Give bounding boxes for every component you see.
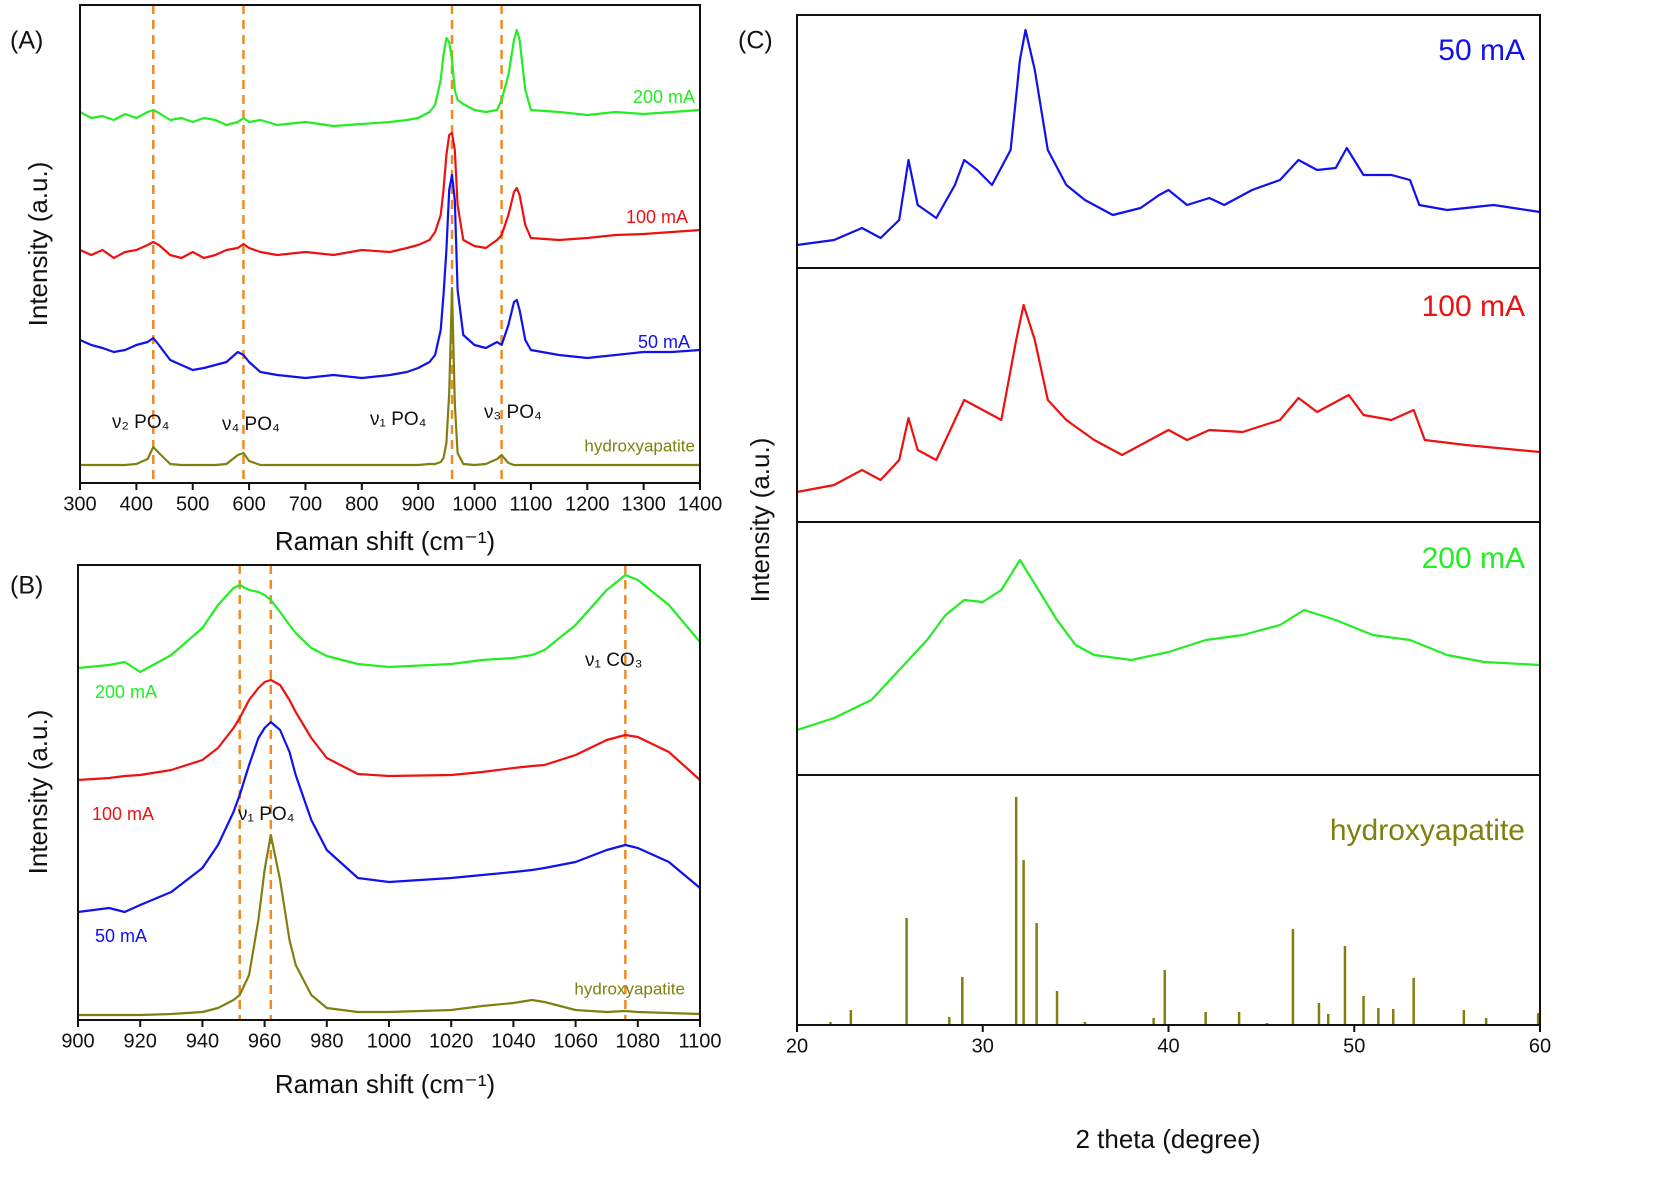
x-tick-label: 900 bbox=[61, 1030, 94, 1052]
series-label: 100 mA bbox=[1422, 290, 1525, 323]
spectrum bbox=[79, 28, 701, 128]
x-axis-label: Raman shift (cm⁻¹) bbox=[275, 1069, 495, 1099]
plot-frame bbox=[796, 14, 1541, 1026]
series-label: hydroxyapatite bbox=[584, 436, 695, 455]
panel-label: (C) bbox=[738, 27, 773, 55]
x-tick-label: 800 bbox=[345, 493, 378, 515]
y-axis-label: Intensity (a.u.) bbox=[23, 710, 53, 875]
x-tick-label: 20 bbox=[786, 1035, 808, 1057]
x-axis-label: 2 theta (degree) bbox=[1075, 1124, 1260, 1154]
x-tick-label: 1000 bbox=[452, 493, 497, 515]
x-tick-label: 940 bbox=[186, 1030, 219, 1052]
x-tick-label: 1020 bbox=[429, 1030, 474, 1052]
peak-annotation: ν₂ PO₄ bbox=[112, 412, 170, 433]
x-tick-label: 40 bbox=[1157, 1035, 1179, 1057]
series-label: 50 mA bbox=[1438, 34, 1525, 67]
peak-annotation: ν₁ PO₄ bbox=[238, 804, 295, 825]
peak-annotation: ν₃ PO₄ bbox=[484, 402, 542, 423]
x-tick-label: 920 bbox=[124, 1030, 157, 1052]
spectrum bbox=[79, 131, 701, 260]
x-tick-label: 1300 bbox=[621, 493, 666, 515]
peak-annotation: ν₄ PO₄ bbox=[222, 414, 280, 435]
x-tick-label: 700 bbox=[289, 493, 322, 515]
series-label: 100 mA bbox=[626, 207, 688, 227]
x-tick-label: 960 bbox=[248, 1030, 281, 1052]
series-label: 50 mA bbox=[95, 926, 147, 946]
panel-label: (A) bbox=[10, 27, 43, 55]
series-label: hydroxyapatite bbox=[1330, 814, 1525, 847]
x-tick-label: 1100 bbox=[509, 493, 552, 515]
x-tick-label: 60 bbox=[1529, 1035, 1551, 1057]
series-label: 200 mA bbox=[1422, 542, 1525, 575]
spectrum bbox=[77, 720, 701, 914]
peak-annotation: ν₁ PO₄ bbox=[370, 409, 427, 430]
spectrum bbox=[77, 573, 701, 674]
diffractogram bbox=[796, 558, 1541, 732]
x-tick-label: 900 bbox=[401, 493, 434, 515]
x-tick-label: 1080 bbox=[616, 1030, 661, 1052]
series-label: hydroxyapatite bbox=[574, 979, 685, 998]
x-tick-label: 600 bbox=[232, 493, 265, 515]
x-tick-label: 300 bbox=[63, 493, 96, 515]
x-tick-label: 50 bbox=[1343, 1035, 1365, 1057]
panel-label: (B) bbox=[10, 572, 43, 600]
plot-frame bbox=[77, 564, 701, 1021]
peak-annotation: ν₁ CO₃ bbox=[585, 650, 642, 671]
x-tick-label: 980 bbox=[310, 1030, 343, 1052]
x-tick-label: 1100 bbox=[678, 1030, 721, 1052]
spectrum bbox=[79, 173, 701, 380]
x-tick-label: 1000 bbox=[367, 1030, 412, 1052]
x-tick-label: 500 bbox=[176, 493, 209, 515]
plot-frame bbox=[79, 4, 701, 484]
x-axis-label: Raman shift (cm⁻¹) bbox=[275, 526, 495, 556]
spectrum bbox=[77, 678, 701, 782]
x-tick-label: 400 bbox=[120, 493, 153, 515]
x-tick-label: 1200 bbox=[565, 493, 610, 515]
diffractogram bbox=[796, 303, 1541, 494]
diffractogram bbox=[796, 28, 1541, 247]
x-tick-label: 30 bbox=[972, 1035, 994, 1057]
x-tick-label: 1060 bbox=[553, 1030, 598, 1052]
spectrum bbox=[78, 833, 701, 1017]
spectrum bbox=[80, 286, 700, 467]
x-tick-label: 1400 bbox=[678, 493, 723, 515]
series-label: 50 mA bbox=[638, 332, 690, 352]
series-label: 200 mA bbox=[95, 682, 157, 702]
series-label: 100 mA bbox=[92, 804, 154, 824]
y-axis-label: Intensity (a.u.) bbox=[745, 438, 775, 603]
x-tick-label: 1040 bbox=[491, 1030, 536, 1052]
y-axis-label: Intensity (a.u.) bbox=[23, 162, 53, 327]
series-label: 200 mA bbox=[633, 87, 695, 107]
